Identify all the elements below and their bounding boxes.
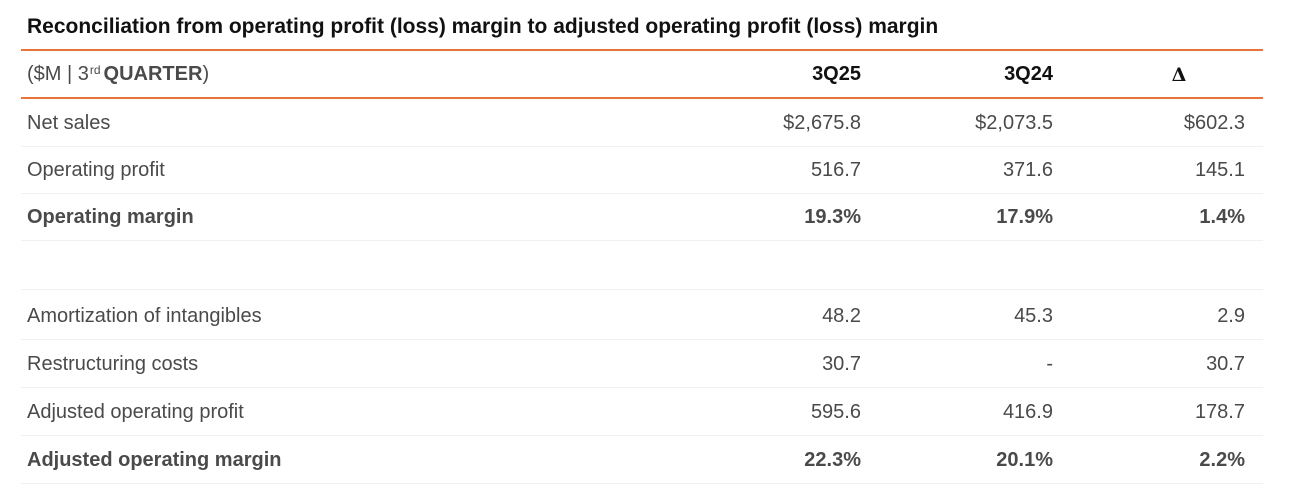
value-delta: 178.7: [1194, 400, 1245, 423]
value-3q25: 516.7: [810, 158, 861, 181]
value-3q24: 45.3: [1014, 304, 1053, 327]
value-delta: 2.2%: [1199, 448, 1245, 471]
value-3q24: 20.1%: [996, 448, 1053, 471]
column-header-3q24: 3Q24: [1004, 63, 1053, 85]
value-3q24: $2,073.5: [975, 111, 1053, 134]
value-delta: $602.3: [1183, 111, 1245, 134]
header-rule: [21, 97, 1263, 99]
table-title: Reconciliation from operating profit (lo…: [27, 15, 939, 38]
spacer-row: [21, 242, 1263, 290]
row-label: Restructuring costs: [27, 352, 199, 375]
unit-quarter: QUARTER: [103, 63, 203, 85]
table-row: Adjusted operating margin 22.3% 20.1% 2.…: [21, 437, 1263, 484]
value-3q25: 595.6: [810, 400, 861, 423]
table-row: Operating margin 19.3% 17.9% 1.4%: [21, 194, 1263, 241]
title-rule: [21, 49, 1263, 51]
value-3q25: 48.2: [822, 304, 861, 327]
value-3q24: 17.9%: [996, 205, 1053, 228]
value-3q24: 371.6: [1002, 158, 1053, 181]
unit-prefix: ($M | 3: [27, 63, 89, 85]
column-header-delta: Δ: [1171, 63, 1187, 86]
table-row: Adjusted operating profit 595.6 416.9 17…: [21, 389, 1263, 436]
value-3q25: 30.7: [822, 352, 861, 375]
value-delta: 2.9: [1217, 304, 1245, 327]
value-3q25: 22.3%: [804, 448, 861, 471]
row-label: Amortization of intangibles: [27, 304, 262, 327]
value-delta: 1.4%: [1199, 205, 1245, 228]
value-3q25: 19.3%: [804, 205, 861, 228]
column-header-3q25: 3Q25: [812, 63, 861, 85]
value-3q24: -: [1046, 352, 1053, 375]
table-row: Operating profit 516.7 371.6 145.1: [21, 147, 1263, 194]
row-label: Net sales: [27, 111, 111, 134]
row-label: Operating margin: [27, 205, 194, 228]
value-3q24: 416.9: [1002, 400, 1053, 423]
value-delta: 30.7: [1206, 352, 1245, 375]
table-row: Amortization of intangibles 48.2 45.3 2.…: [21, 293, 1263, 340]
row-label: Adjusted operating margin: [27, 448, 282, 471]
row-label: Operating profit: [27, 158, 165, 181]
table-row: Restructuring costs 30.7 - 30.7: [21, 341, 1263, 388]
table-row: Net sales $2,675.8 $2,073.5 $602.3: [21, 100, 1263, 147]
value-3q25: $2,675.8: [783, 111, 861, 134]
unit-suffix: ): [202, 63, 210, 85]
unit-superscript: rd: [89, 62, 101, 77]
row-label: Adjusted operating profit: [27, 400, 244, 423]
value-delta: 145.1: [1194, 158, 1245, 181]
